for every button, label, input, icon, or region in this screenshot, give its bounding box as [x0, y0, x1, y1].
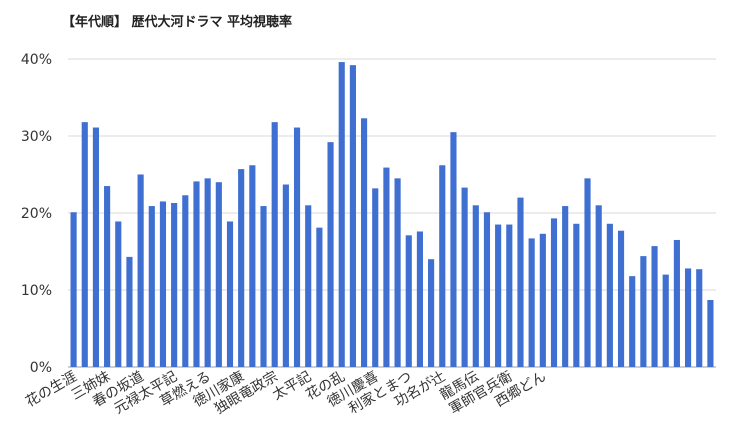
bar: [684, 268, 692, 367]
bar: [159, 201, 167, 367]
bar: [316, 227, 323, 367]
bar: [360, 118, 368, 367]
bar: [439, 165, 446, 367]
bar: [640, 256, 647, 367]
bar: [327, 142, 334, 367]
bar: [126, 256, 133, 367]
bar: [651, 246, 658, 367]
bar: [606, 223, 613, 367]
bar: [483, 212, 491, 367]
bar: [204, 178, 211, 367]
bar: [92, 127, 100, 367]
bar: [416, 231, 424, 367]
bar: [238, 169, 245, 367]
bar: [528, 238, 535, 367]
bar: [629, 276, 636, 367]
bar: [182, 195, 189, 367]
y-tick-label: 30%: [21, 129, 52, 145]
bar: [673, 239, 680, 367]
bar: [405, 235, 412, 367]
bar: [394, 178, 401, 367]
bar: [517, 197, 524, 367]
bar: [506, 224, 513, 367]
bar: [707, 300, 714, 367]
bar: [550, 218, 558, 367]
bar: [260, 206, 267, 367]
bar: [282, 184, 289, 367]
bar: [115, 221, 122, 367]
bar: [137, 174, 144, 367]
bar: [696, 269, 703, 367]
bar: [81, 122, 88, 367]
bar: [617, 230, 625, 367]
bar-layer: [70, 62, 714, 368]
y-tick-label: 20%: [21, 206, 52, 222]
x-tick-layer: 花の生涯三姉妹春の坂道元禄太平記草燃える徳川家康独眼竜政宗太平記花の乱徳川慶喜利…: [23, 368, 549, 418]
bar: [171, 202, 178, 367]
bar: [104, 186, 111, 367]
bar: [372, 188, 379, 367]
bar: [539, 233, 546, 367]
bar: [70, 212, 77, 367]
bar: [383, 167, 390, 367]
bar: [472, 205, 479, 367]
bar: [271, 122, 278, 367]
y-tick-label: 0%: [30, 360, 52, 376]
bar: [249, 165, 256, 367]
bar: [595, 205, 602, 367]
bar: [226, 221, 234, 367]
y-tick-label: 10%: [21, 283, 52, 299]
bar: [495, 224, 502, 367]
y-tick-label: 40%: [21, 52, 52, 68]
bar: [428, 259, 435, 367]
bar: [461, 187, 468, 367]
bar: [573, 223, 580, 367]
bar: [293, 127, 301, 367]
bar: [562, 206, 569, 367]
chart-title: 【年代順】 歴代大河ドラマ 平均視聴率: [62, 14, 292, 30]
bar: [338, 62, 345, 368]
bar: [305, 205, 312, 367]
y-tick-layer: 0% 10% 20% 30% 40%: [21, 52, 52, 376]
bar: [584, 178, 591, 367]
bar: [193, 181, 200, 367]
bar: [349, 65, 356, 367]
bar: [215, 182, 222, 367]
bar: [148, 206, 155, 367]
bar: [662, 274, 669, 367]
bar: [450, 132, 457, 367]
